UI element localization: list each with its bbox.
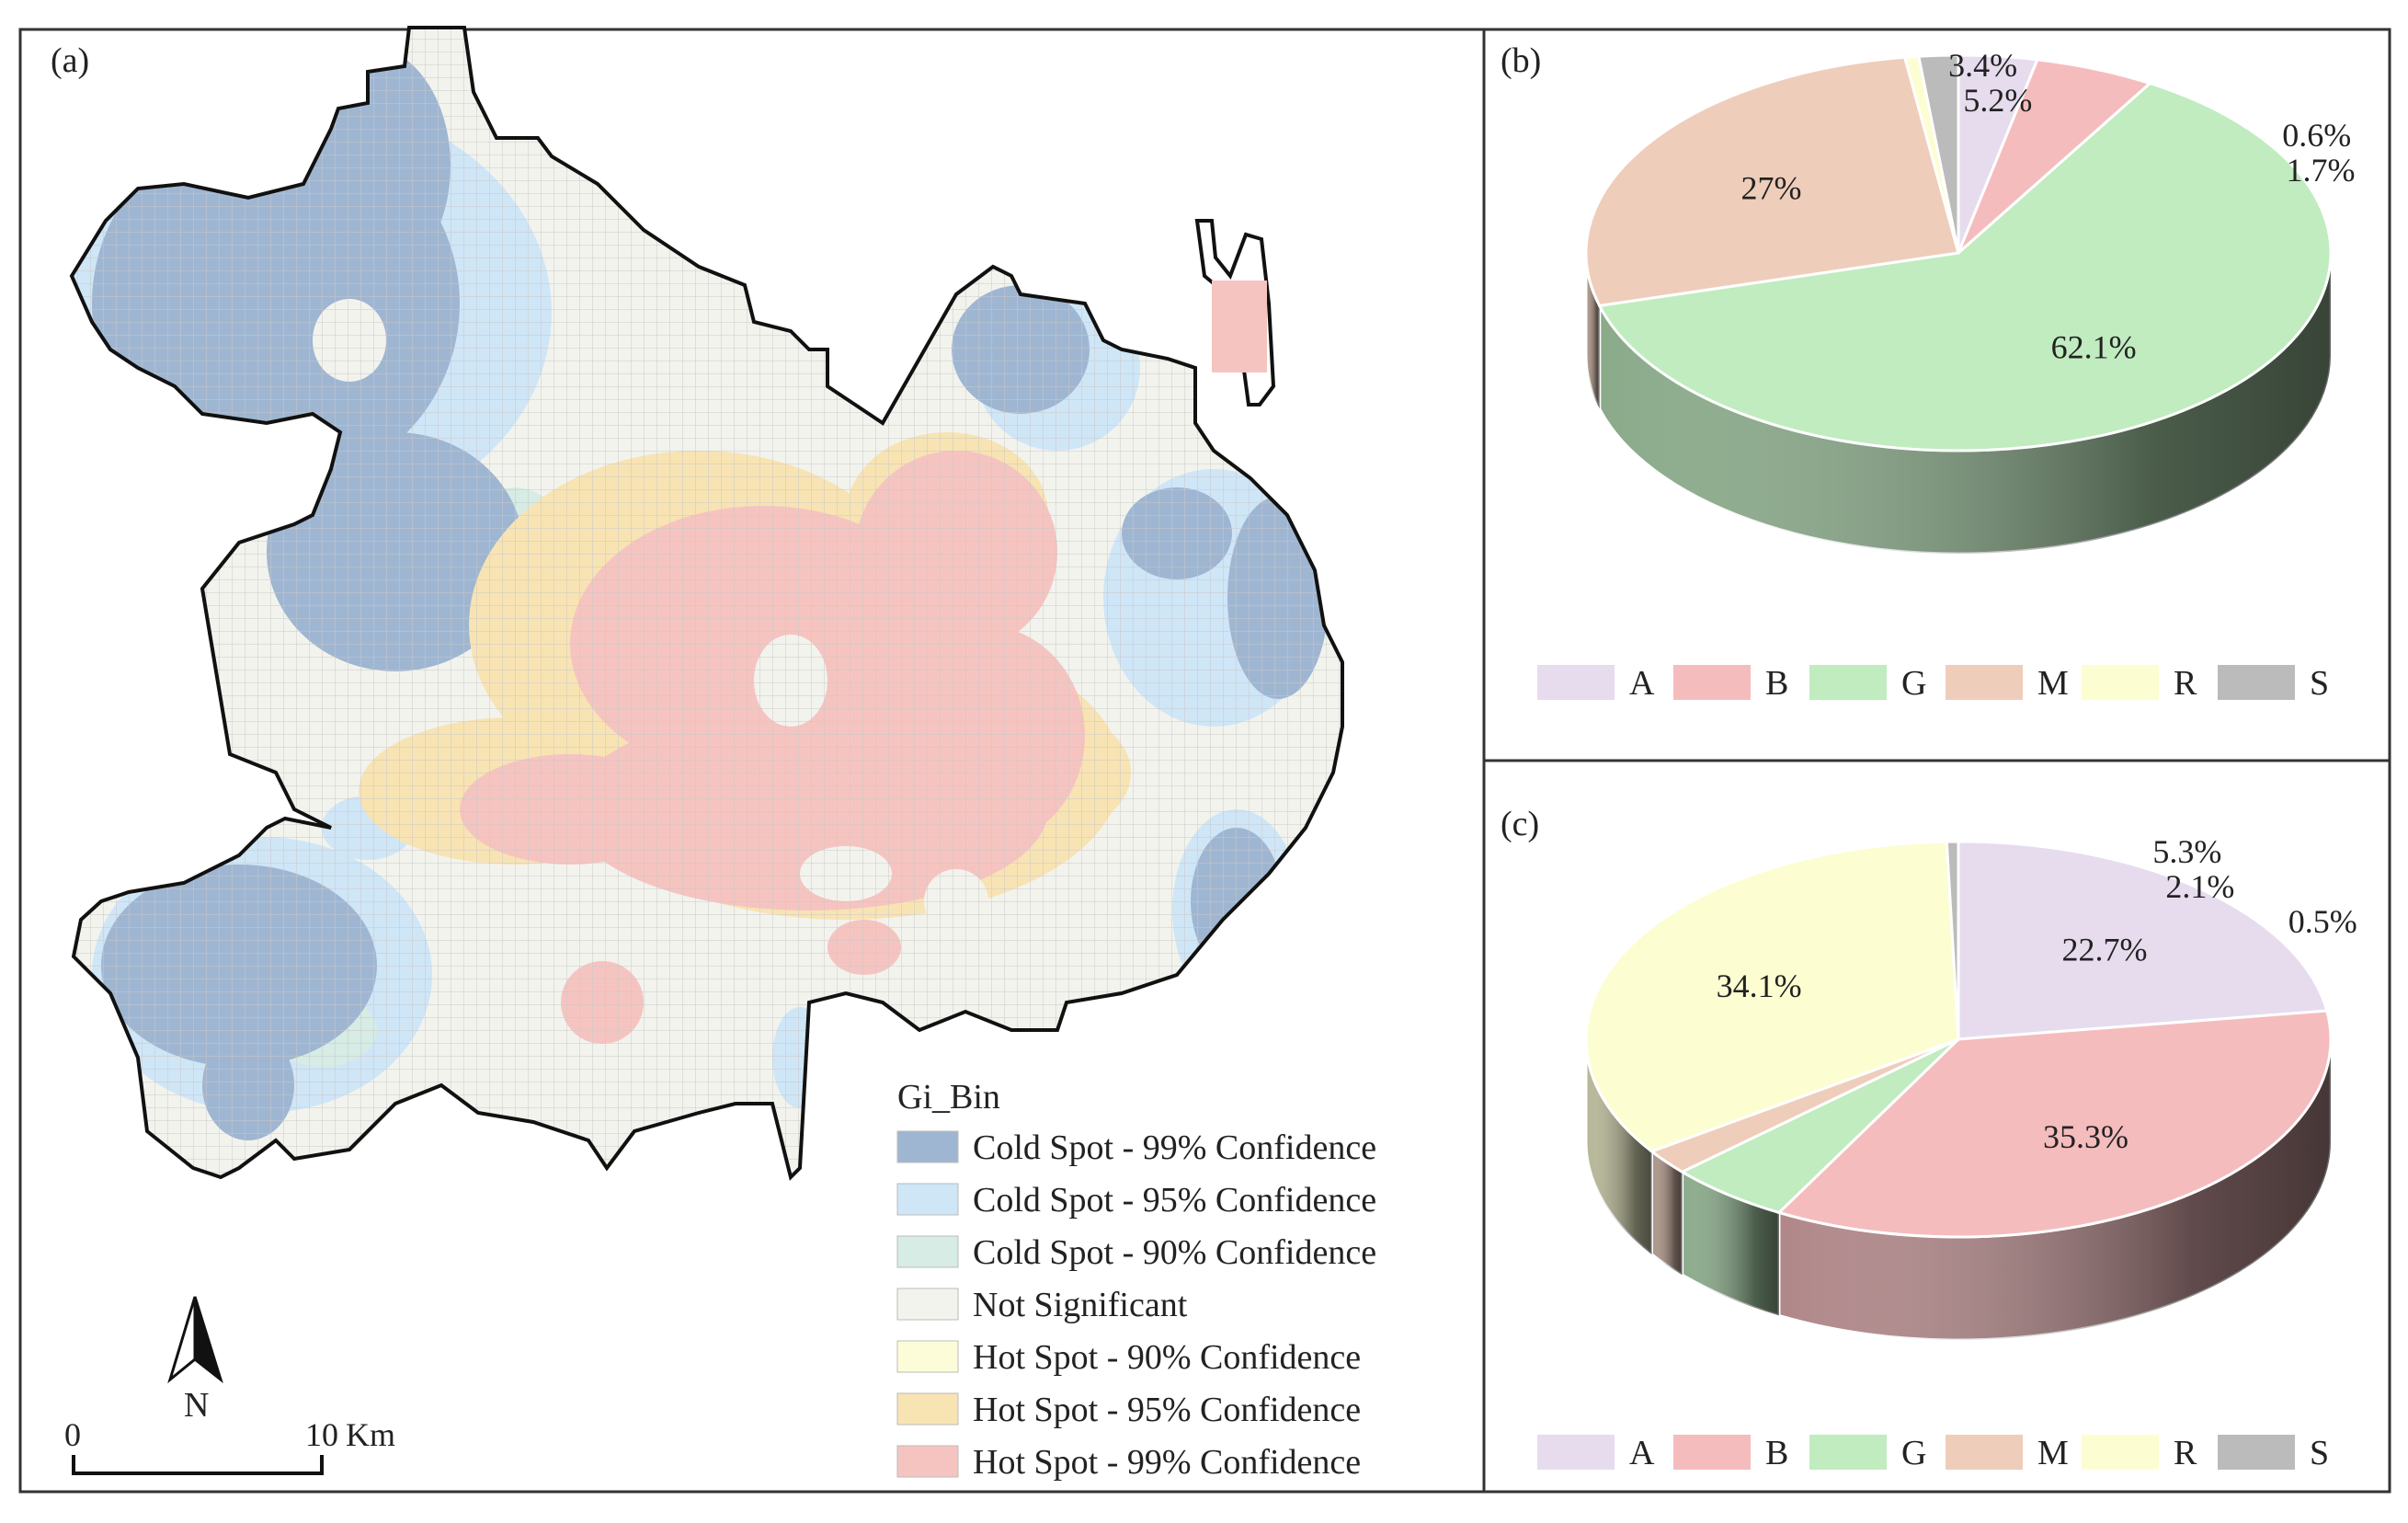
pie-legend-label-G: G [1901,664,1926,703]
pie-label-M: 2.1% [2165,868,2234,905]
pie-side-shade-G [1599,253,2331,555]
pie-legend-swatch-M [1946,1435,2023,1470]
pie-labels: 22.7% 35.3% 5.3%2.1% 34.1% 0.5% [1717,833,2357,1155]
pie-legend-label-A: A [1629,664,1655,703]
pie-legend-label-B: B [1765,664,1788,703]
pie-legend-label-S: S [2310,664,2329,703]
pie-legend-swatch-M [1946,665,2023,700]
pie-side-shade-G [1682,1172,1779,1316]
scale-end: 10 [305,1416,338,1453]
map-legend-swatch-cold90 [896,1235,959,1268]
pie-legend-label-A: A [1629,1434,1655,1472]
pie-side-shade-R [1586,1039,1652,1254]
pie-legend-label-B: B [1765,1434,1788,1472]
map-legend-swatch-hot99 [896,1445,959,1478]
pie-label-A: 22.7% [2061,931,2147,968]
pie-legend-swatch-R [2082,1435,2159,1470]
pie-legend-label-S: S [2310,1434,2329,1472]
pie-labels: 3.4%5.2% 62.1% 27% 0.6%1.7% [1740,47,2355,366]
pie-label-G: 62.1% [2051,329,2137,366]
map-legend-label-hot99: Hot Spot - 99% Confidence [973,1443,1361,1482]
pie-label-B: 5.2% [1963,82,2032,119]
pie-label-B: 35.3% [2043,1118,2128,1155]
pie-legend-swatch-G [1809,1435,1887,1470]
map-legend-swatch-hot95 [896,1392,959,1426]
pie-legend-swatch-S [2218,665,2295,700]
map-legend-label-cold90: Cold Spot - 90% Confidence [973,1233,1376,1272]
panel-c-frame [1482,759,2391,1494]
pie-legend-label-M: M [2037,664,2069,703]
hotspot-map [69,26,1344,1181]
pie-legend-label-G: G [1901,1434,1926,1472]
pie-legend-swatch-B [1673,1435,1751,1470]
pie-slice-S [1917,53,1960,254]
pie-slice-G [1597,81,2333,452]
scale-unit: Km [346,1416,395,1453]
pie-legend-swatch-B [1673,665,1751,700]
pie-label-R: 34.1% [1717,968,1802,1004]
pie-chart-b: 3.4%5.2% 62.1% 27% 0.6%1.7% A B G M R S [1537,47,2356,703]
map-boundary [69,26,1344,1181]
pie-slice-M [1584,55,1960,308]
scale-start: 0 [64,1416,81,1453]
panel-a-label: (a) [51,41,89,80]
map-legend-title: Gi_Bin [897,1078,1000,1116]
pie-legend-swatch-G [1809,665,1887,700]
pie-legend-swatch-S [2218,1435,2295,1470]
pie-legend-label-R: R [2174,664,2197,703]
pie-legend-label-M: M [2037,1434,2069,1472]
map-legend-label-cold99: Cold Spot - 99% Confidence [973,1128,1376,1167]
map-legend-label-cold95: Cold Spot - 95% Confidence [973,1181,1376,1220]
map-legend-label-hot95: Hot Spot - 95% Confidence [973,1391,1361,1429]
pie-label-S: 1.7% [2287,152,2356,189]
map-legend-swatch-cold99 [896,1130,959,1163]
map-legend-swatch-ns [896,1288,959,1321]
pie-top [1584,53,2333,452]
map-grid [72,28,1342,1177]
pie-side-shade-B [1778,1039,2331,1340]
map-legend-label-ns: Not Significant [973,1286,1188,1324]
north-label: N [184,1386,209,1425]
pie-slice-S [1945,840,1960,1040]
map-island-hotspot [1212,281,1267,372]
pie-label-R: 0.6% [2282,117,2351,154]
pie-slice-G [1679,1037,1960,1215]
map-legend-label-hot90: Hot Spot - 90% Confidence [973,1338,1361,1377]
north-arrow-icon: N [167,1296,223,1425]
pie-slice-R [1584,840,1960,1153]
pie-legend-swatch-R [2082,665,2159,700]
pie-top [1584,840,2333,1239]
pie-label-A: 3.4% [1948,47,2017,84]
pie-side-shade-M [1651,1151,1683,1276]
pie-legend-swatch-A [1537,1435,1615,1470]
pie-legend-swatch-A [1537,665,1615,700]
pie-slice-A [1957,840,2329,1041]
pie-legend-label-R: R [2174,1434,2197,1472]
pie-chart-c: 22.7% 35.3% 5.3%2.1% 34.1% 0.5% A B G M R S [1537,833,2357,1472]
map-legend-swatch-cold95 [896,1183,959,1216]
panel-c-label: (c) [1501,805,1539,843]
pie-label-G: 5.3% [2152,833,2221,870]
map-legend-swatch-hot90 [896,1340,959,1373]
pie-label-S: 0.5% [2288,903,2357,940]
panel-b-label: (b) [1501,41,1541,80]
pie-sides [1584,1038,2333,1342]
pie-slice-B [1775,1009,2333,1239]
map-legend: Gi_Bin Cold Spot - 99% Confidence Cold Sp… [896,1078,1376,1482]
pie-side-shade-M [1586,253,1600,409]
pie-label-M: 27% [1740,170,1801,207]
scale-bar: 0 10 Km [64,1416,395,1475]
